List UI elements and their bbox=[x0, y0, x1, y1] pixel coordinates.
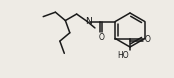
Text: O: O bbox=[144, 35, 150, 44]
Text: HO: HO bbox=[117, 51, 129, 61]
Text: O: O bbox=[98, 33, 104, 42]
Text: N: N bbox=[85, 17, 92, 26]
